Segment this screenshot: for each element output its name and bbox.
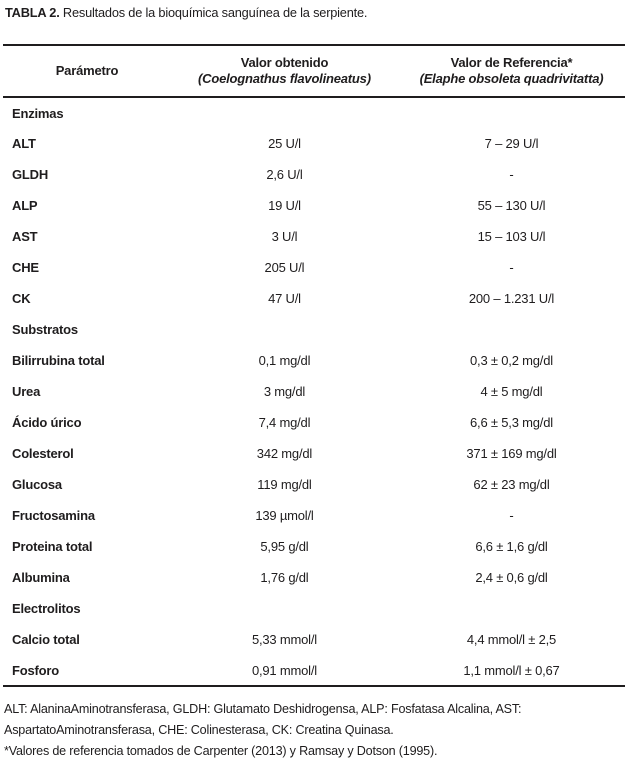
table-caption: TABLA 2. Resultados de la bioquímica san… bbox=[3, 5, 625, 44]
reference-cell: 62 ± 23 mg/dl bbox=[473, 477, 550, 492]
param-cell: ALP bbox=[12, 198, 38, 213]
param-cell: Fosforo bbox=[12, 662, 59, 678]
reference-cell: 0,3 ± 0,2 mg/dl bbox=[470, 353, 553, 368]
value-cell: 47 U/l bbox=[268, 291, 301, 306]
reference-cell: - bbox=[509, 167, 514, 182]
section-label: Electrolitos bbox=[12, 601, 81, 616]
reference-cell: 200 – 1.231 U/l bbox=[468, 291, 555, 306]
header-parametro-label: Parámetro bbox=[55, 63, 119, 78]
reference-cell bbox=[398, 593, 625, 624]
reference-cell bbox=[398, 97, 625, 128]
param-cell: Fructosamina bbox=[12, 508, 95, 523]
table-header: Parámetro Valor obtenido (Coelognathus f… bbox=[3, 45, 625, 98]
reference-cell: 371 ± 169 mg/dl bbox=[466, 446, 557, 461]
table-row: CHE 205 U/l - bbox=[3, 252, 625, 283]
param-cell: Bilirrubina total bbox=[12, 353, 105, 368]
section-row: Substratos bbox=[3, 314, 625, 345]
reference-cell: 1,1 mmol/l ± 0,67 bbox=[463, 662, 560, 678]
table-row: ALP 19 U/l 55 – 130 U/l bbox=[3, 190, 625, 221]
header-parametro: Parámetro bbox=[3, 45, 171, 98]
value-cell: 2,6 U/l bbox=[266, 167, 303, 182]
table-row: Bilirrubina total 0,1 mg/dl 0,3 ± 0,2 mg/d… bbox=[3, 345, 625, 376]
param-cell: Colesterol bbox=[12, 446, 74, 461]
footnote-reference-source: *Valores de referencia tomados de Carpen… bbox=[4, 744, 438, 758]
table-row: CK 47 U/l 200 – 1.231 U/l bbox=[3, 283, 625, 314]
table-body: Enzimas ALT 25 U/l 7 – 29 U/l GLDH 2,6 U/l - AL… bbox=[3, 97, 625, 686]
reference-cell: 4 ± 5 mg/dl bbox=[480, 384, 543, 399]
footnote-abbreviations-line1: ALT: AlaninaAminotransferasa, GLDH: Glut… bbox=[4, 702, 522, 716]
header-row: Parámetro Valor obtenido (Coelognathus f… bbox=[3, 45, 625, 98]
table-row: GLDH 2,6 U/l - bbox=[3, 159, 625, 190]
reference-cell bbox=[398, 314, 625, 345]
param-cell: GLDH bbox=[12, 167, 49, 182]
reference-cell: - bbox=[509, 508, 514, 523]
section-label: Enzimas bbox=[12, 105, 64, 121]
table-row: Colesterol 342 mg/dl 371 ± 169 mg/dl bbox=[3, 438, 625, 469]
value-cell: 19 U/l bbox=[268, 198, 301, 213]
reference-cell: 4,4 mmol/l ± 2,5 bbox=[466, 632, 557, 647]
value-cell: 3 U/l bbox=[271, 229, 298, 244]
reference-cell: 15 – 103 U/l bbox=[477, 229, 546, 244]
header-valor-obtenido: Valor obtenido (Coelognathus flavolineat… bbox=[170, 45, 398, 98]
table-caption-text: Resultados de la bioquímica sanguínea de… bbox=[59, 5, 368, 20]
param-cell: Glucosa bbox=[12, 477, 62, 492]
value-cell: 1,76 g/dl bbox=[260, 570, 309, 585]
section-label: Substratos bbox=[12, 322, 78, 337]
value-cell: 0,1 mg/dl bbox=[258, 353, 311, 368]
reference-cell: 55 – 130 U/l bbox=[477, 198, 546, 213]
table-row: Albumina 1,76 g/dl 2,4 ± 0,6 g/dl bbox=[3, 562, 625, 593]
biochemistry-table: Parámetro Valor obtenido (Coelognathus f… bbox=[3, 44, 625, 687]
param-cell: CHE bbox=[12, 260, 39, 275]
value-cell: 5,95 g/dl bbox=[260, 539, 309, 554]
value-cell: 0,91 mmol/l bbox=[251, 662, 317, 678]
value-cell: 3 mg/dl bbox=[263, 384, 306, 399]
table-row: AST 3 U/l 15 – 103 U/l bbox=[3, 221, 625, 252]
param-cell: AST bbox=[12, 229, 38, 244]
header-species-reference: (Elaphe obsoleta quadrivitatta) bbox=[419, 71, 604, 86]
value-cell: 139 µmol/l bbox=[255, 508, 314, 523]
param-cell: ALT bbox=[12, 136, 36, 151]
footnote-abbreviations-line2: AspartatoAminotransferasa, CHE: Colinest… bbox=[4, 723, 394, 737]
value-cell: 7,4 mg/dl bbox=[258, 415, 311, 430]
reference-cell: 6,6 ± 1,6 g/dl bbox=[475, 539, 548, 554]
section-row: Electrolitos bbox=[3, 593, 625, 624]
param-cell: Albumina bbox=[12, 570, 70, 585]
reference-cell: - bbox=[509, 260, 514, 275]
footnotes: ALT: AlaninaAminotransferasa, GLDH: Glut… bbox=[3, 699, 625, 762]
table-row: ALT 25 U/l 7 – 29 U/l bbox=[3, 128, 625, 159]
value-cell: 119 mg/dl bbox=[257, 477, 312, 492]
header-valor-obtenido-label: Valor obtenido bbox=[240, 55, 329, 70]
table-row: Calcio total 5,33 mmol/l 4,4 mmol/l ± 2,5 bbox=[3, 624, 625, 655]
section-row: Enzimas bbox=[3, 97, 625, 128]
value-cell bbox=[171, 593, 398, 624]
reference-cell: 6,6 ± 5,3 mg/dl bbox=[470, 415, 553, 430]
reference-cell: 2,4 ± 0,6 g/dl bbox=[475, 570, 548, 585]
value-cell: 205 U/l bbox=[264, 260, 305, 275]
table-row: Fructosamina 139 µmol/l - bbox=[3, 500, 625, 531]
param-cell: Ácido úrico bbox=[12, 415, 82, 430]
table-row: Urea 3 mg/dl 4 ± 5 mg/dl bbox=[3, 376, 625, 407]
value-cell bbox=[171, 314, 398, 345]
value-cell bbox=[171, 97, 398, 128]
header-valor-referencia-label: Valor de Referencia* bbox=[450, 55, 573, 70]
value-cell: 25 U/l bbox=[268, 136, 301, 151]
table-row: Ácido úrico 7,4 mg/dl 6,6 ± 5,3 mg/dl bbox=[3, 407, 625, 438]
header-valor-referencia: Valor de Referencia* (Elaphe obsoleta qu… bbox=[397, 45, 625, 98]
reference-cell: 7 – 29 U/l bbox=[484, 136, 539, 151]
value-cell: 342 mg/dl bbox=[256, 446, 313, 461]
table-caption-label: TABLA 2. bbox=[5, 5, 60, 20]
table-row: Proteina total 5,95 g/dl 6,6 ± 1,6 g/dl bbox=[3, 531, 625, 562]
table-row: Glucosa 119 mg/dl 62 ± 23 mg/dl bbox=[3, 469, 625, 500]
param-cell: CK bbox=[12, 291, 31, 306]
table-row: Fosforo 0,91 mmol/l 1,1 mmol/l ± 0,67 bbox=[3, 655, 625, 686]
param-cell: Proteina total bbox=[12, 539, 93, 554]
param-cell: Urea bbox=[12, 384, 41, 399]
header-species-obtained: (Coelognathus flavolineatus) bbox=[198, 71, 371, 86]
value-cell: 5,33 mmol/l bbox=[251, 632, 317, 647]
param-cell: Calcio total bbox=[12, 632, 80, 647]
